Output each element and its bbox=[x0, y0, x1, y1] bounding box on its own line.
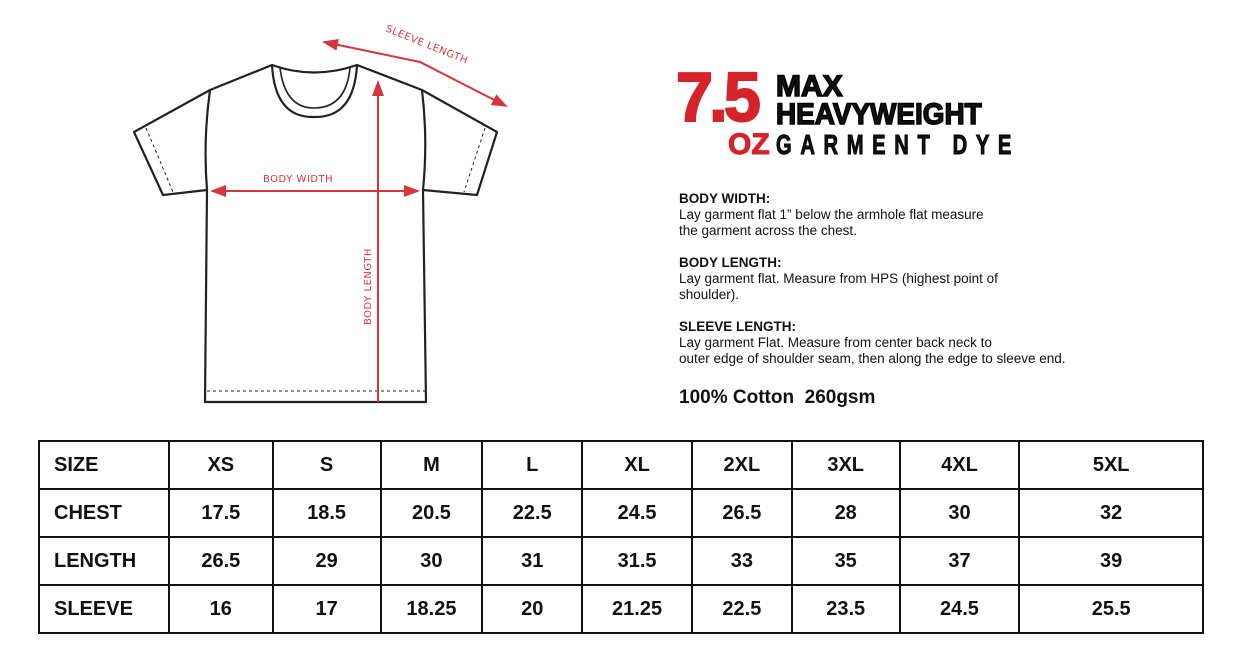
table-row: CHEST 17.5 18.5 20.5 22.5 24.5 26.5 28 30 32 bbox=[38, 488, 1204, 538]
measurement-arrows bbox=[210, 38, 508, 402]
table-cell: 30 bbox=[898, 488, 1021, 538]
body-length-description: BODY LENGTH: Lay garment flat. Measure f… bbox=[679, 255, 998, 303]
table-cell: 22.5 bbox=[481, 488, 584, 538]
table-cell: S bbox=[271, 440, 382, 490]
table-cell: 17 bbox=[271, 584, 382, 634]
table-cell: 29 bbox=[271, 536, 382, 586]
table-cell: 16 bbox=[167, 584, 274, 634]
table-cell: 37 bbox=[898, 536, 1021, 586]
header-row: SIZE XS S M L XL 2XL 3XL 4XL 5XL bbox=[38, 440, 1204, 490]
table-cell: XL bbox=[581, 440, 693, 490]
row-label: CHEST bbox=[38, 488, 170, 538]
table-cell: 26.5 bbox=[167, 536, 274, 586]
table-cell: 3XL bbox=[790, 440, 901, 490]
row-label: LENGTH bbox=[38, 536, 170, 586]
description-line: the garment across the chest. bbox=[679, 223, 857, 238]
body-width-label: BODY WIDTH bbox=[263, 174, 333, 185]
table-cell: 22.5 bbox=[690, 584, 793, 634]
table-cell: 2XL bbox=[690, 440, 793, 490]
table-cell: 23.5 bbox=[790, 584, 901, 634]
logo-max: MAX bbox=[775, 70, 843, 103]
table-cell: 4XL bbox=[898, 440, 1021, 490]
table-cell: 25.5 bbox=[1018, 584, 1204, 634]
table-cell: 18.25 bbox=[379, 584, 484, 634]
logo-heavyweight: HEAVYWEIGHT bbox=[775, 98, 982, 131]
table-cell: 32 bbox=[1018, 488, 1204, 538]
table-cell: 20.5 bbox=[379, 488, 484, 538]
table-cell: 5XL bbox=[1018, 440, 1204, 490]
description-title: BODY WIDTH: bbox=[679, 191, 771, 206]
table-row: SLEEVE 16 17 18.25 20 21.25 22.5 23.5 24.5 25.5 bbox=[38, 584, 1204, 634]
table-cell: 24.5 bbox=[581, 488, 693, 538]
sleeve-length-label: SLEEVE LENGTH bbox=[384, 24, 470, 67]
table-row: LENGTH 26.5 29 30 31 31.5 33 35 37 39 bbox=[38, 536, 1204, 586]
row-label: SLEEVE bbox=[38, 584, 170, 634]
table-cell: 33 bbox=[690, 536, 793, 586]
table-cell: XS bbox=[167, 440, 274, 490]
tshirt-diagram: BODY WIDTH BODY LENGTH SLEEVE LENGTH bbox=[132, 24, 508, 404]
size-chart-table: SIZE XS S M L XL 2XL 3XL 4XL 5XL CHEST 17.5 18.5 20.5… bbox=[38, 440, 1204, 634]
description-line: Lay garment flat. Measure from HPS (high… bbox=[679, 271, 998, 286]
logo-garment-dye: GARMENT DYE bbox=[776, 129, 1021, 160]
description-title: BODY LENGTH: bbox=[679, 255, 782, 270]
description-line: outer edge of shoulder seam, then along … bbox=[679, 351, 1066, 366]
description-line: Lay garment Flat. Measure from center ba… bbox=[679, 335, 992, 350]
table-cell: L bbox=[481, 440, 584, 490]
table-cell: 21.25 bbox=[581, 584, 693, 634]
table-cell: 31.5 bbox=[581, 536, 693, 586]
logo-unit: OZ bbox=[728, 128, 771, 161]
table-cell: 31 bbox=[481, 536, 584, 586]
description-line: shoulder). bbox=[679, 287, 740, 302]
table-cell: 17.5 bbox=[167, 488, 274, 538]
description-title: SLEEVE LENGTH: bbox=[679, 319, 797, 334]
description-line: Lay garment flat 1” below the armhole fl… bbox=[679, 207, 984, 222]
table-cell: 26.5 bbox=[690, 488, 793, 538]
body-length-label: BODY LENGTH bbox=[363, 248, 374, 325]
table-cell: 20 bbox=[481, 584, 584, 634]
table-cell: M bbox=[379, 440, 484, 490]
tshirt-outline bbox=[132, 63, 499, 404]
row-label: SIZE bbox=[38, 440, 170, 490]
table-cell: 30 bbox=[379, 536, 484, 586]
table-cell: 39 bbox=[1018, 536, 1204, 586]
table-cell: 35 bbox=[790, 536, 901, 586]
sleeve-length-arrow bbox=[322, 38, 508, 107]
table-cell: 18.5 bbox=[271, 488, 382, 538]
table-cell: 24.5 bbox=[898, 584, 1021, 634]
logo-weight: 7.5 bbox=[675, 58, 762, 136]
material-info: 100% Cotton 260gsm bbox=[679, 387, 876, 408]
table-cell: 28 bbox=[790, 488, 901, 538]
body-width-description: BODY WIDTH: Lay garment flat 1” below th… bbox=[679, 191, 984, 239]
sleeve-length-description: SLEEVE LENGTH: Lay garment Flat. Measure… bbox=[679, 319, 1066, 367]
